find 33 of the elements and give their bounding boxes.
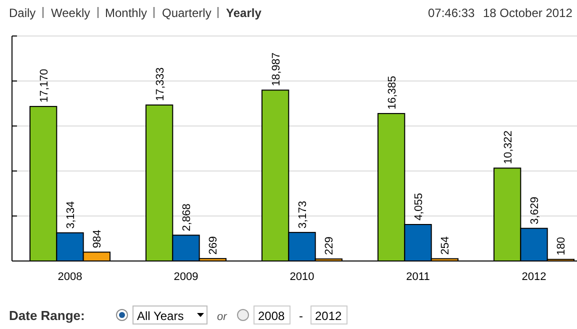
x-tick-label: 2011 [406,271,430,283]
x-tick-label: 2008 [58,271,82,283]
data-label: 229 [324,236,336,255]
text: - [299,309,303,323]
x-tick-label: 2010 [290,271,314,283]
text: Weekly [51,6,90,20]
text: Monthly [105,6,148,20]
text: Date Range: [9,308,85,323]
data-label: 180 [556,237,568,256]
data-label: 254 [440,236,452,255]
text: Quarterly [162,6,212,20]
text: 18 October 2012 [483,6,573,20]
text: 2008 [258,309,286,323]
text: Daily [9,6,36,20]
text: All Years [137,309,184,323]
data-label: 984 [92,230,104,248]
text: Yearly [226,6,262,20]
text: 2012 [315,309,342,323]
data-label: 10,322 [502,130,514,164]
data-label: 16,385 [386,76,398,110]
data-label: 269 [208,236,220,255]
text: or [217,311,228,323]
data-label: 3,173 [297,200,309,228]
text: 07:46:33 [428,6,476,20]
data-label: 2,868 [181,204,193,232]
data-label: 3,134 [65,201,77,229]
data-label: 17,333 [154,67,166,102]
data-label: 3,629 [529,196,541,224]
x-tick-label: 2009 [174,271,198,283]
x-tick-label: 2012 [522,271,546,283]
data-label: 18,987 [270,52,282,86]
data-label: 17,170 [38,68,50,102]
data-label: 4,055 [413,192,425,221]
